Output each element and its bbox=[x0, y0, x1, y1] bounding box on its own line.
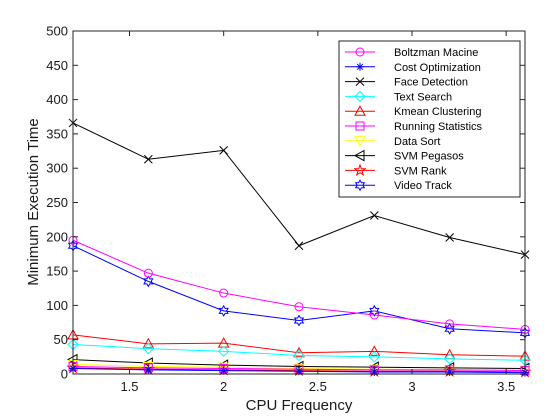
legend-item: Boltzman Macine bbox=[345, 47, 478, 59]
legend-item: Face Detection bbox=[345, 77, 468, 89]
y-axis-title: Minimum Execution Time bbox=[25, 118, 42, 286]
data-point bbox=[293, 314, 305, 327]
legend-marker bbox=[355, 47, 365, 57]
data-point bbox=[142, 342, 155, 355]
data-point bbox=[369, 211, 379, 220]
series-3 bbox=[67, 338, 531, 366]
y-tick-label: 450 bbox=[46, 58, 68, 73]
data-point bbox=[370, 367, 379, 376]
y-tick-label: 350 bbox=[46, 126, 68, 141]
legend-marker bbox=[355, 77, 365, 86]
legend-label: Video Track bbox=[394, 180, 452, 192]
data-point bbox=[218, 304, 229, 317]
y-tick-label: 200 bbox=[46, 229, 68, 244]
data-point bbox=[444, 322, 455, 335]
x-tick-label: 2 bbox=[220, 379, 227, 394]
y-tick-label: 150 bbox=[46, 264, 68, 279]
axes-layer: 1.5 2 2.5 3 3.5 0 50 100 150 200 250 300 350 400 450 50… bbox=[46, 24, 526, 394]
legend-label: SVM Rank bbox=[394, 165, 447, 177]
y-tick-label: 0 bbox=[61, 367, 68, 382]
data-point bbox=[219, 288, 229, 298]
y-tick-label: 300 bbox=[46, 161, 68, 176]
legend-label: Data Sort bbox=[394, 136, 440, 148]
data-point bbox=[294, 241, 304, 251]
data-point bbox=[144, 365, 153, 374]
data-point bbox=[217, 345, 230, 358]
data-point bbox=[143, 275, 154, 288]
legend-label: Text Search bbox=[394, 91, 452, 103]
legend-label: Running Statistics bbox=[394, 121, 483, 133]
data-point bbox=[445, 319, 455, 329]
legend-marker bbox=[355, 121, 365, 131]
legend-item: Cost Optimization bbox=[345, 62, 481, 74]
y-tick-label: 100 bbox=[46, 298, 68, 313]
legend-label: Face Detection bbox=[394, 77, 468, 89]
data-point bbox=[368, 351, 381, 363]
data-point bbox=[142, 337, 155, 349]
legend-label: Cost Optimization bbox=[394, 62, 481, 74]
data-point bbox=[369, 304, 380, 317]
legend-marker bbox=[354, 90, 366, 103]
x-axis-title: CPU Frequency bbox=[246, 397, 353, 414]
legend-label: SVM Pegasos bbox=[394, 151, 464, 163]
data-point bbox=[142, 357, 153, 369]
legend-label: Kmean Clustering bbox=[394, 106, 481, 118]
legend-item: Text Search bbox=[345, 90, 452, 103]
data-point bbox=[443, 353, 456, 365]
legend-marker bbox=[354, 105, 366, 116]
series-line bbox=[72, 239, 526, 330]
legend-label: Boltzman Macine bbox=[394, 47, 478, 59]
legend-item: Running Statistics bbox=[345, 121, 483, 133]
data-point bbox=[217, 337, 230, 348]
y-tick-label: 50 bbox=[54, 332, 68, 347]
data-point bbox=[294, 302, 304, 312]
series-line bbox=[72, 344, 526, 361]
data-point bbox=[445, 233, 455, 242]
legend-marker bbox=[354, 136, 366, 147]
legend-item: Kmean Clustering bbox=[345, 105, 481, 118]
legend-marker bbox=[353, 149, 365, 162]
data-point bbox=[219, 146, 229, 155]
data-point bbox=[295, 367, 303, 376]
series-line bbox=[72, 359, 526, 370]
legend-marker bbox=[354, 179, 366, 192]
legend-item: SVM Pegasos bbox=[345, 149, 464, 163]
x-tick-label: 3 bbox=[408, 379, 415, 394]
x-tick-label: 2.5 bbox=[309, 379, 327, 394]
legend-item: Video Track bbox=[345, 179, 452, 192]
data-point bbox=[445, 367, 454, 376]
legend-item: Data Sort bbox=[345, 136, 440, 148]
data-point bbox=[293, 349, 305, 362]
legend-marker bbox=[356, 62, 364, 71]
y-tick-label: 400 bbox=[46, 92, 68, 107]
y-tick-label: 500 bbox=[46, 24, 68, 39]
data-point bbox=[293, 346, 305, 358]
x-tick-label: 1.5 bbox=[120, 379, 138, 394]
series-line bbox=[72, 245, 526, 334]
legend-item: SVM Rank bbox=[345, 163, 447, 177]
data-point bbox=[368, 345, 381, 356]
series-2 bbox=[68, 118, 530, 259]
x-tick-label: 3.5 bbox=[497, 379, 515, 394]
data-point bbox=[143, 154, 153, 164]
legend-marker bbox=[353, 163, 367, 177]
series-1 bbox=[69, 364, 529, 377]
data-point bbox=[143, 268, 153, 278]
legend: Boltzman Macine Cost Optimization Face Det… bbox=[338, 40, 521, 198]
y-tick-label: 250 bbox=[46, 195, 68, 210]
data-point bbox=[369, 310, 379, 320]
